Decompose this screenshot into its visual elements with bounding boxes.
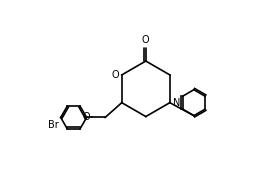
Text: O: O bbox=[82, 112, 90, 122]
Text: O: O bbox=[111, 70, 119, 80]
Text: O: O bbox=[142, 35, 150, 45]
Text: Br: Br bbox=[48, 120, 59, 130]
Text: N: N bbox=[173, 98, 180, 108]
